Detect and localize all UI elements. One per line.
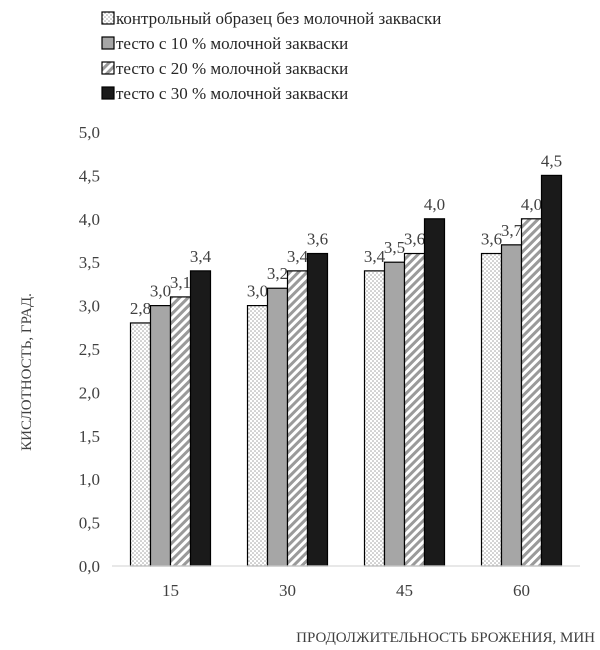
data-label: 4,0 [424,195,445,214]
bar-4-30 [306,252,329,567]
bar-1-45 [363,270,386,567]
bar-4-15 [189,270,212,567]
y-axis: 0,0 0,5 1,0 1,5 2,0 2,5 3,0 3,5 4,0 4,5 5,0 [79,123,100,576]
legend-swatch-4 [101,86,115,100]
data-label: 3,0 [150,282,171,301]
bar-2-60 [500,244,523,567]
legend-swatch-3 [101,61,115,75]
bar-1-30 [246,305,269,567]
bar-2-15 [149,305,172,567]
legend-label-4: тесто с 30 % молочной закваски [116,84,348,103]
bar-2-30 [266,287,289,567]
y-axis-title: КИСЛОТНОСТЬ, ГРАД. [19,293,35,451]
data-label: 3,6 [307,230,328,249]
y-tick-label: 3,5 [79,253,100,272]
y-tick-label: 0,0 [79,557,100,576]
bar-3-30 [286,270,309,567]
legend-label-1: контрольный образец без молочной закваск… [116,9,441,28]
bar-1-60 [480,252,503,567]
bars: 2,83,03,13,43,03,23,43,63,43,53,64,03,63… [129,151,563,567]
x-tick-label: 60 [513,581,530,600]
bar-3-15 [169,296,192,567]
data-label: 3,6 [404,230,425,249]
bar-2-45 [383,261,406,567]
x-tick-label: 45 [396,581,413,600]
data-label: 3,1 [170,273,191,292]
data-label: 4,0 [521,195,542,214]
x-axis: 15 30 45 60 [112,565,580,600]
y-tick-label: 5,0 [79,123,100,142]
bar-1-15 [129,322,152,567]
x-axis-title: ПРОДОЛЖИТЕЛЬНОСТЬ БРОЖЕНИЯ, МИН [296,630,595,646]
bar-4-45 [423,218,446,567]
legend-swatch-1 [101,11,115,25]
legend-label-3: тесто с 20 % молочной закваски [116,59,348,78]
data-label: 2,8 [130,299,151,318]
legend-swatch-2 [101,36,115,50]
data-label: 3,7 [501,221,523,240]
y-tick-label: 4,5 [79,166,100,185]
y-tick-label: 2,0 [79,383,100,402]
y-tick-label: 4,0 [79,210,100,229]
y-tick-label: 3,0 [79,297,100,316]
y-tick-label: 1,0 [79,470,100,489]
data-label: 3,4 [364,247,386,266]
y-tick-label: 0,5 [79,514,100,533]
data-label: 4,5 [541,151,562,170]
data-label: 3,0 [247,282,268,301]
x-tick-label: 15 [162,581,179,600]
data-label: 3,4 [287,247,309,266]
bar-4-60 [540,174,563,567]
y-tick-label: 1,5 [79,427,100,446]
bar-3-60 [520,218,543,567]
bar-3-45 [403,252,426,567]
data-label: 3,4 [190,247,212,266]
data-label: 3,2 [267,264,288,283]
legend: контрольный образец без молочной закваск… [101,9,441,103]
y-tick-label: 2,5 [79,340,100,359]
data-label: 3,5 [384,238,405,257]
x-tick-label: 30 [279,581,296,600]
legend-label-2: тесто с 10 % молочной закваски [116,34,348,53]
data-label: 3,6 [481,230,502,249]
